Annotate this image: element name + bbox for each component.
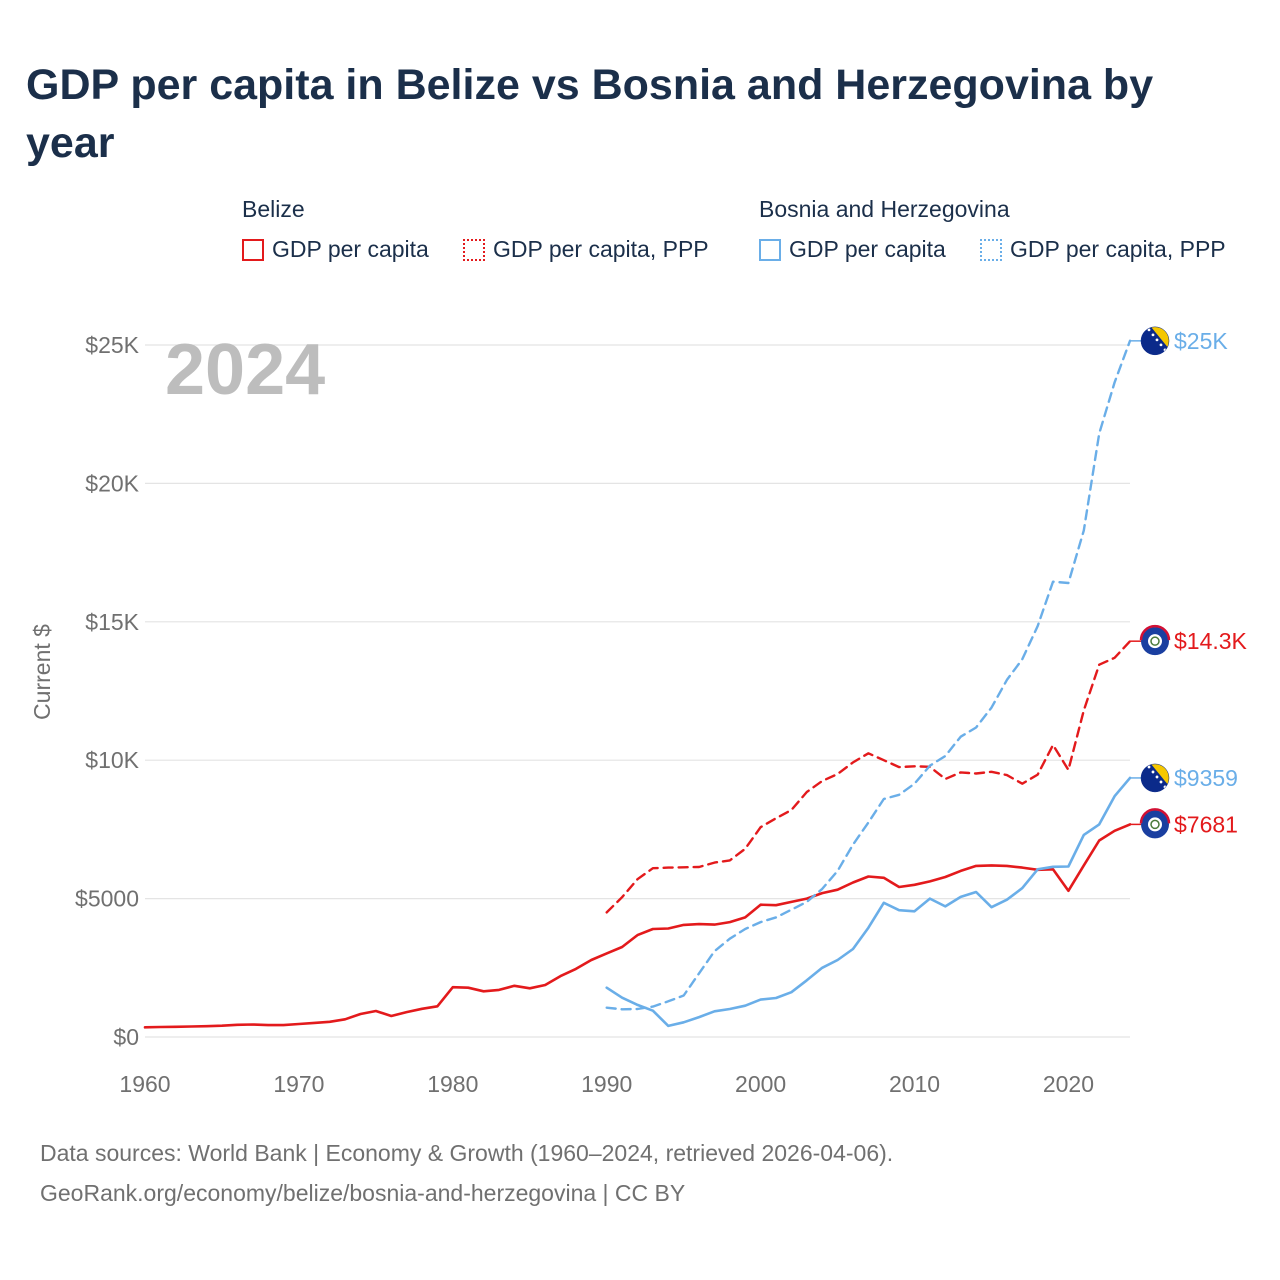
legend-item-belize-ppp[interactable]: GDP per capita, PPP [463, 236, 709, 263]
x-axis-ticks: 1960 1970 1980 1990 2000 2010 2020 [119, 1071, 1094, 1097]
y-tick-label: $15K [85, 609, 139, 635]
y-tick-label: $0 [113, 1024, 139, 1050]
x-tick-label: 1980 [427, 1071, 478, 1097]
footer-attribution: GeoRank.org/economy/belize/bosnia-and-he… [40, 1180, 686, 1206]
y-axis-ticks: $0 $5000 $10K $15K $20K $25K [75, 332, 140, 1050]
legend-swatch-dotted-red [463, 238, 485, 261]
y-tick-label: $25K [85, 332, 139, 358]
series-lines [143, 339, 1132, 1029]
x-tick-label: 1970 [273, 1071, 324, 1097]
series-end-label: $9359 [1174, 765, 1238, 791]
legend-swatch-solid-blue [759, 238, 781, 261]
x-tick-label: 1960 [119, 1071, 170, 1097]
bosnia-flag-icon [1140, 763, 1170, 793]
x-tick-label: 1990 [581, 1071, 632, 1097]
legend-label: GDP per capita [789, 236, 946, 262]
series-line-bosnia-and-herzegovina-gdp-per-capita-ppp[interactable] [605, 339, 1132, 1011]
series-line-belize-gdp-per-capita-ppp[interactable] [605, 640, 1132, 914]
series-end-label: $25K [1174, 328, 1228, 354]
series-line-bosnia-and-herzegovina-gdp-per-capita[interactable] [605, 776, 1132, 1028]
legend-swatch-solid-red [242, 238, 264, 261]
legend-label: GDP per capita [272, 236, 429, 262]
legend-label: GDP per capita, PPP [493, 236, 709, 262]
series-line-belize-gdp-per-capita[interactable] [143, 823, 1132, 1029]
legend-item-belize-gdp[interactable]: GDP per capita [242, 236, 429, 263]
y-tick-label: $20K [85, 470, 139, 496]
x-tick-label: 2000 [735, 1071, 786, 1097]
legend-group-belize: Belize [242, 196, 305, 222]
legend-label: GDP per capita, PPP [1010, 236, 1226, 262]
series-end-markers: $7681 $14.3K $9359 $25K [1130, 326, 1248, 839]
gridlines [145, 344, 1130, 1038]
y-axis-label: Current $ [29, 624, 55, 720]
footer-sources: Data sources: World Bank | Economy & Gro… [40, 1140, 894, 1166]
chart-title: GDP per capita in Belize vs Bosnia and H… [26, 61, 1154, 167]
y-tick-label: $10K [85, 747, 139, 773]
legend-item-bosnia-gdp[interactable]: GDP per capita [759, 236, 946, 263]
belize-flag-icon [1139, 808, 1171, 839]
legend-group-bosnia: Bosnia and Herzegovina [759, 196, 1010, 222]
series-end-label: $7681 [1174, 811, 1238, 837]
year-watermark: 2024 [165, 330, 325, 410]
x-tick-label: 2020 [1043, 1071, 1094, 1097]
x-tick-label: 2010 [889, 1071, 940, 1097]
bosnia-flag-icon [1140, 326, 1170, 356]
belize-flag-icon [1139, 625, 1171, 656]
legend-item-bosnia-ppp[interactable]: GDP per capita, PPP [980, 236, 1226, 263]
y-tick-label: $5000 [75, 886, 139, 912]
legend-swatch-dotted-blue [980, 238, 1002, 261]
series-end-label: $14.3K [1174, 628, 1248, 654]
